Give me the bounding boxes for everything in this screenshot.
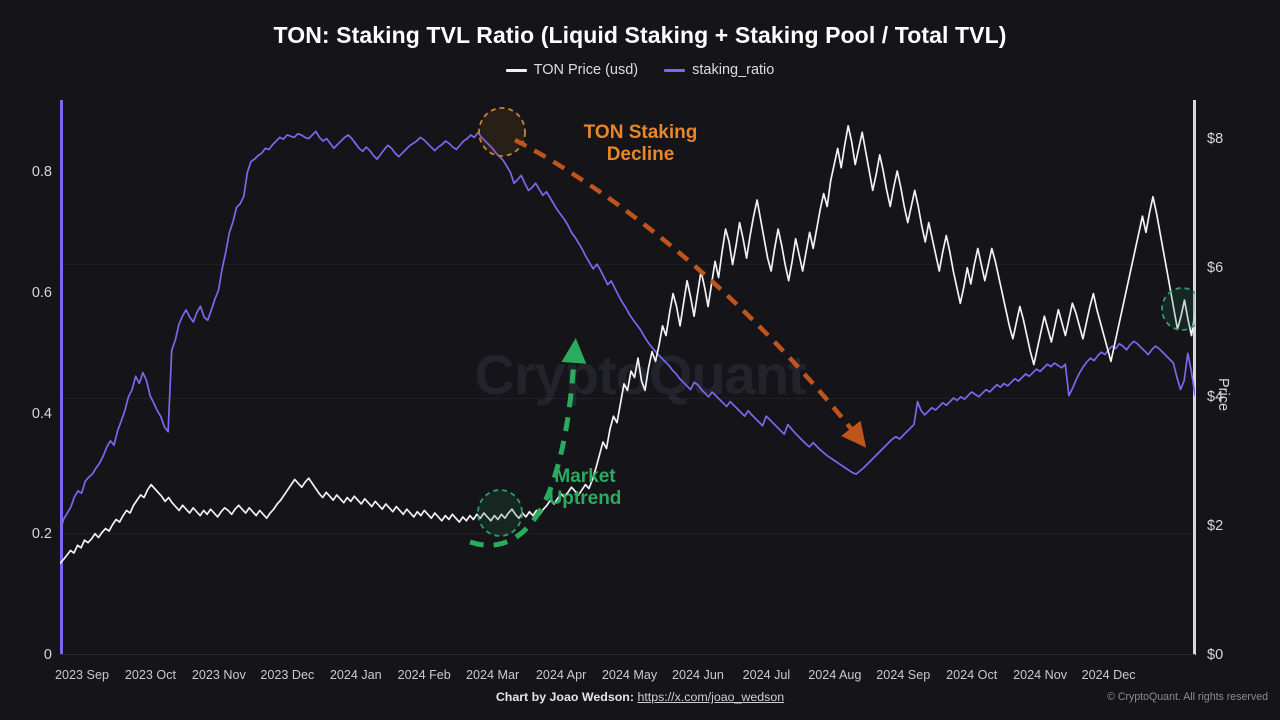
x-tick: 2024 May xyxy=(601,668,658,682)
legend-label-staking-ratio: staking_ratio xyxy=(692,62,775,78)
x-tick: 2024 Jan xyxy=(329,668,382,682)
x-tick: 2024 Oct xyxy=(946,668,998,682)
legend-swatch-staking-ratio xyxy=(664,68,686,72)
y-axis-right-ticks: $0 $2 $4 $6 $8 xyxy=(1207,100,1267,663)
x-tick: 2023 Sep xyxy=(55,668,109,682)
legend-swatch-ton-price xyxy=(505,68,527,72)
x-tick: 2024 Apr xyxy=(535,668,587,682)
legend-item-staking-ratio[interactable]: staking_ratio xyxy=(664,62,774,78)
y-tick-left: 0.2 xyxy=(31,526,52,543)
legend-label-ton-price: TON Price (usd) xyxy=(533,62,639,78)
x-tick: 2024 Mar xyxy=(466,668,520,682)
credit-author-label: Chart by Joao Wedson: xyxy=(495,690,634,704)
credit-link[interactable]: https://x.com/joao_wedson xyxy=(637,690,785,704)
x-tick: 2023 Dec xyxy=(260,668,315,682)
y-axis-left-spine xyxy=(60,100,63,655)
x-axis-spine xyxy=(60,654,1195,655)
y-axis-right-spine xyxy=(1193,100,1196,655)
x-tick: 2023 Oct xyxy=(124,668,176,682)
chart-legend: TON Price (usd) staking_ratio xyxy=(0,62,1280,78)
chart-plot-area xyxy=(60,124,1195,565)
x-tick: 2024 Jun xyxy=(672,668,724,682)
copyright-notice: © CryptoQuant. All rights reserved xyxy=(1107,691,1268,703)
x-tick: 2024 Feb xyxy=(397,668,451,682)
y-tick-left: 0.4 xyxy=(31,405,52,422)
x-tick: 2023 Nov xyxy=(191,668,246,682)
y-tick-right: $2 xyxy=(1207,517,1224,534)
y-tick-left: 0 xyxy=(43,647,52,663)
page-title: TON: Staking TVL Ratio (Liquid Staking +… xyxy=(273,22,1007,48)
x-tick: 2024 Aug xyxy=(808,668,862,682)
x-tick: 2024 Sep xyxy=(876,668,931,682)
chart-credit: Chart by Joao Wedson: https://x.com/joao… xyxy=(0,690,1280,704)
y-tick-left: 0.6 xyxy=(31,285,52,302)
annotation-market-uptrend: Market Uptrend xyxy=(548,466,622,510)
y-axis-left-ticks: 0 0.2 0.4 0.6 0.8 xyxy=(0,100,52,663)
x-tick: 2024 Dec xyxy=(1081,668,1136,682)
gridline xyxy=(60,533,1195,534)
y-tick-left: 0.8 xyxy=(31,164,52,181)
y-tick-right: $4 xyxy=(1207,388,1224,405)
y-tick-right: $6 xyxy=(1207,259,1224,276)
x-tick: 2024 Jul xyxy=(742,668,791,682)
legend-item-ton-price[interactable]: TON Price (usd) xyxy=(505,62,639,78)
y-axis-right-label: Price xyxy=(1215,378,1231,412)
y-tick-right: $0 xyxy=(1207,647,1224,663)
y-tick-right: $8 xyxy=(1207,130,1224,147)
annotation-ton-staking-decline: TON Staking Decline xyxy=(583,122,698,166)
x-tick: 2024 Nov xyxy=(1013,668,1068,682)
